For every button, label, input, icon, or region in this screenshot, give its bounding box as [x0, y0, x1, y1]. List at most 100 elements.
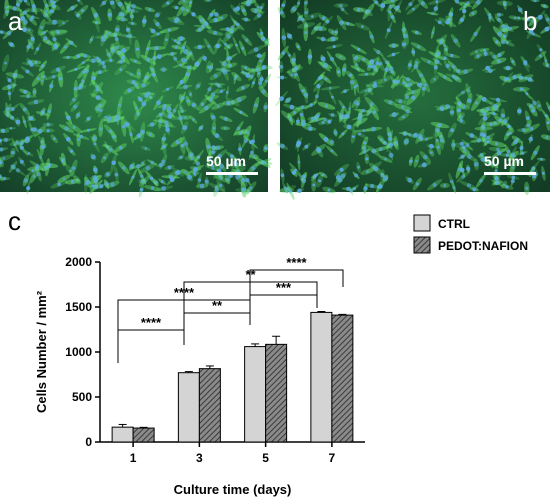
- nucleus-mark: [164, 123, 170, 129]
- nucleus-mark: [313, 26, 319, 31]
- nucleus-mark: [164, 120, 169, 125]
- nucleus-mark: [375, 61, 380, 66]
- nucleus-mark: [352, 135, 355, 139]
- nucleus-mark: [281, 3, 285, 7]
- nucleus-mark: [436, 51, 441, 56]
- nucleus-mark: [131, 3, 136, 9]
- nucleus-mark: [371, 148, 377, 154]
- nucleus-mark: [321, 121, 325, 124]
- nucleus-mark: [135, 106, 138, 110]
- nucleus-mark: [419, 73, 424, 78]
- nucleus-mark: [55, 29, 60, 34]
- nucleus-mark: [245, 38, 249, 42]
- nucleus-mark: [297, 188, 302, 194]
- nucleus-mark: [451, 64, 456, 69]
- nucleus-mark: [476, 138, 481, 143]
- nucleus-mark: [82, 61, 85, 64]
- nucleus-mark: [23, 90, 27, 94]
- nucleus-mark: [354, 173, 358, 178]
- nucleus-mark: [423, 154, 428, 160]
- nucleus-mark: [172, 108, 177, 113]
- nucleus-mark: [249, 186, 253, 190]
- nucleus-mark: [207, 87, 212, 92]
- nucleus-mark: [457, 101, 463, 107]
- nucleus-mark: [7, 91, 12, 96]
- nucleus-mark: [476, 54, 480, 58]
- nucleus-mark: [215, 82, 219, 86]
- cells-a: [0, 0, 273, 198]
- x-axis-label: Culture time (days): [174, 482, 292, 497]
- nucleus-mark: [115, 46, 119, 50]
- nucleus-mark: [358, 132, 362, 136]
- nucleus-mark: [410, 90, 415, 95]
- nucleus-mark: [71, 166, 76, 171]
- nucleus-mark: [52, 4, 56, 9]
- significance-bracket: [249, 294, 318, 325]
- nucleus-mark: [166, 1, 170, 5]
- nucleus-mark: [127, 33, 133, 39]
- nucleus-mark: [93, 167, 98, 173]
- nucleus-mark: [355, 84, 359, 88]
- nucleus-mark: [180, 144, 185, 148]
- nucleus-mark: [295, 119, 300, 124]
- nucleus-mark: [421, 86, 426, 91]
- nucleus-mark: [280, 75, 285, 80]
- nucleus-mark: [290, 73, 294, 77]
- nucleus-mark: [445, 63, 450, 68]
- nucleus-mark: [341, 132, 345, 136]
- nucleus-mark: [36, 172, 41, 177]
- nucleus-mark: [372, 83, 378, 89]
- panel-c-letter: c: [8, 206, 21, 236]
- nucleus-mark: [362, 129, 366, 133]
- nucleus-mark: [23, 0, 28, 3]
- nucleus-mark: [34, 60, 38, 64]
- nucleus-mark: [141, 161, 145, 165]
- nucleus-mark: [332, 45, 336, 49]
- nucleus-mark: [122, 125, 125, 129]
- nucleus-mark: [219, 177, 223, 180]
- nucleus-mark: [425, 137, 429, 141]
- nucleus-mark: [370, 183, 375, 189]
- nucleus-mark: [444, 47, 448, 51]
- nucleus-mark: [258, 81, 263, 86]
- nucleus-mark: [166, 87, 170, 91]
- nucleus-mark: [352, 186, 357, 191]
- nucleus-mark: [371, 126, 376, 132]
- nucleus-mark: [493, 121, 497, 125]
- nucleus-mark: [388, 142, 393, 148]
- nucleus-mark: [66, 115, 71, 121]
- nucleus-mark: [178, 115, 183, 121]
- nucleus-mark: [204, 21, 209, 26]
- nucleus-mark: [241, 187, 246, 192]
- nucleus-mark: [527, 77, 533, 82]
- nucleus-mark: [388, 10, 391, 14]
- nucleus-mark: [362, 57, 366, 61]
- nucleus-mark: [340, 7, 345, 12]
- nucleus-mark: [365, 170, 369, 174]
- nucleus-mark: [382, 140, 387, 145]
- nucleus-mark: [148, 8, 152, 12]
- nucleus-mark: [316, 84, 321, 89]
- nucleus-mark: [101, 36, 104, 39]
- nucleus-mark: [475, 50, 478, 54]
- nucleus-mark: [294, 66, 299, 71]
- nucleus-mark: [432, 182, 437, 187]
- nucleus-mark: [0, 138, 2, 143]
- nucleus-mark: [503, 3, 507, 7]
- nucleus-mark: [219, 164, 225, 169]
- x-tick-label: 5: [262, 451, 269, 465]
- nucleus-mark: [156, 54, 162, 59]
- nucleus-mark: [502, 34, 507, 39]
- nucleus-mark: [138, 96, 143, 102]
- nucleus-mark: [333, 130, 338, 135]
- nucleus-mark: [141, 83, 146, 88]
- nucleus-mark: [481, 96, 487, 102]
- nucleus-mark: [244, 71, 247, 75]
- nucleus-mark: [241, 46, 245, 50]
- nucleus-mark: [57, 182, 61, 187]
- nucleus-mark: [211, 167, 215, 170]
- nucleus-mark: [495, 40, 499, 44]
- nucleus-mark: [380, 138, 383, 142]
- nucleus-mark: [173, 18, 179, 24]
- legend-label-ctrl: CTRL: [438, 217, 470, 231]
